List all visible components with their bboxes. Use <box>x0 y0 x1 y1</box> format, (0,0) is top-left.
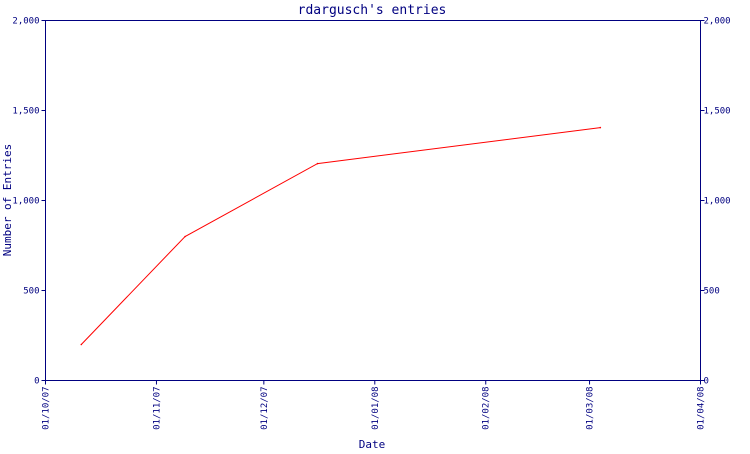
x-tick-label: 01/04/08 <box>697 387 707 430</box>
y-tick-label-left: 500 <box>23 287 39 297</box>
x-tick-label: 01/03/08 <box>586 387 596 430</box>
y-tick-label-right: 0 <box>704 377 709 387</box>
x-tick-label: 01/02/08 <box>482 387 492 430</box>
y-tick-label-right: 1,500 <box>704 107 731 117</box>
x-axis: 01/10/07 01/11/07 01/12/07 01/01/08 01/02/08… <box>42 380 707 430</box>
data-point <box>599 126 602 129</box>
y-tick-label-left: 1,000 <box>12 197 39 207</box>
plot-area-frame <box>45 20 701 381</box>
x-tick-label: 01/11/07 <box>152 387 162 430</box>
x-tick-label: 01/01/08 <box>371 387 381 430</box>
series-line <box>80 127 601 345</box>
y-tick-label-left: 1,500 <box>12 107 39 117</box>
x-tick-label: 01/12/07 <box>260 387 270 430</box>
chart-title: rdargusch's entries <box>298 3 447 18</box>
y-tick-label-left: 2,000 <box>12 17 39 27</box>
x-tick-label: 01/10/07 <box>42 387 52 430</box>
y-tick-label-left: 0 <box>34 377 39 387</box>
y-axis-right: 0 500 1,000 1,500 2,000 <box>700 17 731 387</box>
data-point <box>184 235 186 238</box>
x-axis-title: Date <box>359 438 386 450</box>
data-point <box>316 162 319 165</box>
series-layer <box>80 126 602 346</box>
y-axis-left: 0 500 1,000 1,500 2,000 <box>12 17 46 387</box>
y-axis-title: Number of Entries <box>1 144 14 257</box>
data-point <box>80 343 83 346</box>
y-tick-label-right: 1,000 <box>704 197 731 207</box>
y-tick-label-right: 500 <box>704 287 720 297</box>
y-tick-label-right: 2,000 <box>704 17 731 27</box>
